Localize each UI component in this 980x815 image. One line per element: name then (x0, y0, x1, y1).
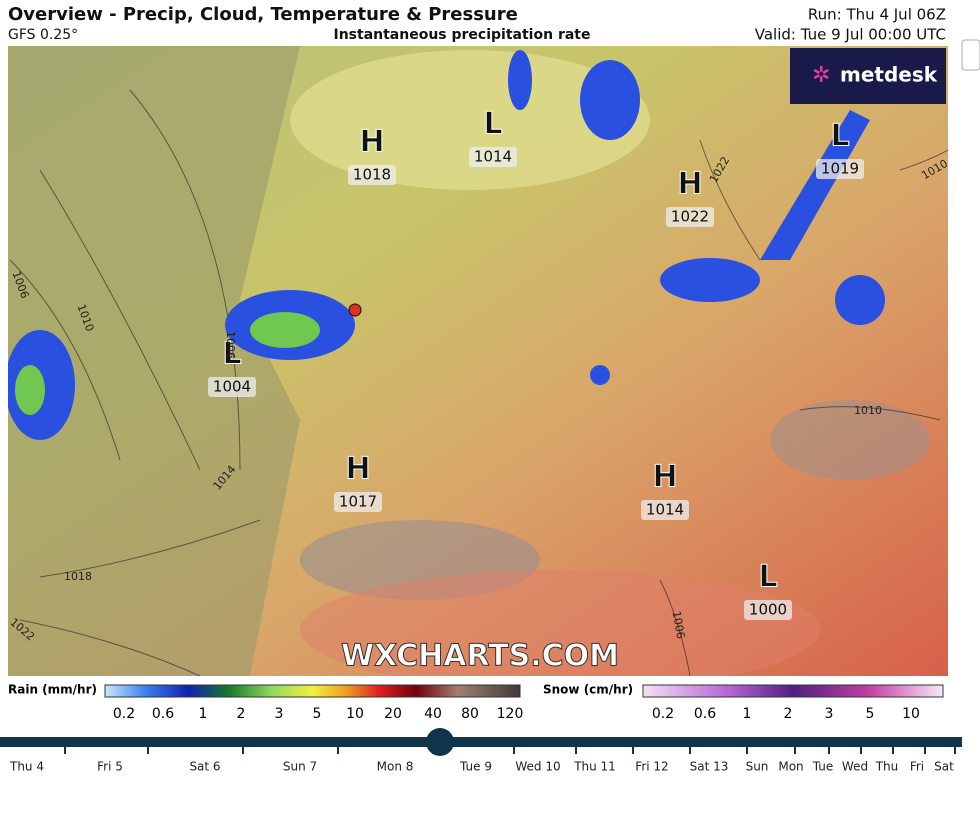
logo: metdesk (840, 63, 938, 87)
pressure-value: 1022 (671, 208, 709, 226)
rain-tick-label: 0.6 (152, 706, 174, 722)
valid: Valid: Tue 9 Jul 00:00 UTC (755, 26, 946, 44)
rain-tick-label: 5 (313, 706, 322, 722)
isobar-label: 1010 (854, 404, 882, 417)
day-label[interactable]: Thu 4 (9, 760, 44, 774)
day-label[interactable]: Fri 5 (97, 760, 123, 774)
rain-tick-label: 80 (461, 706, 479, 722)
watermark: WXCHARTS.COM (341, 639, 619, 674)
model: GFS 0.25° (8, 27, 78, 43)
pressure-symbol: H (677, 167, 702, 202)
pressure-value: 1019 (821, 160, 859, 178)
pressure-value-box (816, 159, 864, 179)
timeline-knob[interactable] (426, 728, 454, 756)
rain-tick-label: 2 (237, 706, 246, 722)
isobar-label: 1006 (670, 610, 688, 640)
pressure-symbol: L (483, 107, 502, 142)
snow-tick-label: 2 (784, 706, 793, 722)
snow-tick-label: 1 (743, 706, 752, 722)
pressure-symbol: H (652, 460, 677, 495)
pressure-value-box (208, 377, 256, 397)
day-label[interactable]: Sat (934, 760, 954, 774)
rain-tick-label: 0.2 (113, 706, 135, 722)
rain-tick-label: 3 (275, 706, 284, 722)
isobar-label: 1006 (224, 331, 237, 359)
timeline-track[interactable] (0, 737, 962, 747)
logo-box (790, 48, 946, 104)
day-label[interactable]: Fri 12 (635, 760, 668, 774)
snow-label: Snow (cm/hr) (543, 683, 633, 697)
pressure-value: 1014 (474, 148, 512, 166)
pressure-symbol: H (359, 125, 384, 160)
snow-bar (642, 684, 944, 698)
pressure-value: 1004 (213, 378, 251, 396)
pressure-symbol: L (222, 337, 241, 372)
snow-tick-label: 0.2 (652, 706, 674, 722)
pressure-value: 1000 (749, 601, 787, 619)
warm-area (300, 570, 820, 676)
day-label[interactable]: Wed 10 (515, 760, 560, 774)
day-label[interactable]: Thu (875, 760, 899, 774)
rain-bar (104, 684, 521, 698)
pressure-value: 1018 (353, 166, 391, 184)
isobars (9, 89, 948, 676)
snow-tick-label: 3 (825, 706, 834, 722)
pressure-value-box (744, 600, 792, 620)
day-label[interactable]: Thu 11 (573, 760, 616, 774)
rain-tick-label: 1 (199, 706, 208, 722)
map: H 1018 L 1014 H 1022 L 1019 L 1004 H 1017 H 1014 L 1000… (8, 46, 948, 676)
cloud (290, 50, 650, 190)
ocean (8, 46, 300, 676)
pressure-value-box (666, 207, 714, 227)
pressure-value-box (334, 492, 382, 512)
header: Overview - Precip, Cloud, Temperature & … (8, 4, 946, 44)
rain-tick-label: 20 (384, 706, 402, 722)
pressure-value: 1014 (646, 501, 684, 519)
day-label[interactable]: Tue 9 (459, 760, 492, 774)
day-label[interactable]: Sun (746, 760, 769, 774)
pressure-value-box (469, 147, 517, 167)
day-label[interactable]: Fri (910, 760, 924, 774)
pressure-symbol: L (830, 119, 849, 154)
cloud (770, 400, 930, 480)
pressure-centers: H 1018 L 1014 H 1022 L 1019 L 1004 H 1017 H 1014 L 1000 (208, 106, 864, 620)
subtitle: Instantaneous precipitation rate (334, 27, 591, 43)
day-label[interactable]: Mon (778, 760, 803, 774)
scroll-tab (961, 39, 980, 71)
pressure-symbol: L (758, 560, 777, 595)
day-label[interactable]: Sun 7 (283, 760, 317, 774)
day-label[interactable]: Wed (842, 760, 868, 774)
snow-tick-label: 5 (866, 706, 875, 722)
run: Run: Thu 4 Jul 06Z (808, 6, 946, 24)
rain (8, 50, 885, 440)
legend: Rain (mm/hr) Snow (cm/hr) 0.2 0.6 1 2 3 5 10 20… (8, 683, 944, 722)
day-label[interactable]: Mon 8 (377, 760, 414, 774)
day-label[interactable]: Sat 13 (690, 760, 729, 774)
title: Overview - Precip, Cloud, Temperature & … (8, 4, 518, 25)
pressure-value: 1017 (339, 493, 377, 511)
pressure-value-box (641, 500, 689, 520)
rain-tick-label: 40 (424, 706, 442, 722)
logo-icon: ✲ (812, 63, 830, 88)
day-label[interactable]: Tue (812, 760, 834, 774)
pressure-value-box (348, 165, 396, 185)
rain-tick-label: 10 (346, 706, 364, 722)
isobar-label: 1018 (64, 570, 92, 583)
day-label[interactable]: Sat 6 (189, 760, 220, 774)
pressure-symbol: H (345, 452, 370, 487)
snow-tick-label: 10 (902, 706, 920, 722)
rain-tick-label: 120 (497, 706, 524, 722)
snow-tick-label: 0.6 (694, 706, 716, 722)
rain-label: Rain (mm/hr) (8, 683, 97, 697)
timeline[interactable]: Thu 4 Fri 5 Sat 6 Sun 7 Mon 8 Tue 9 Wed 10 Thu … (0, 728, 980, 774)
